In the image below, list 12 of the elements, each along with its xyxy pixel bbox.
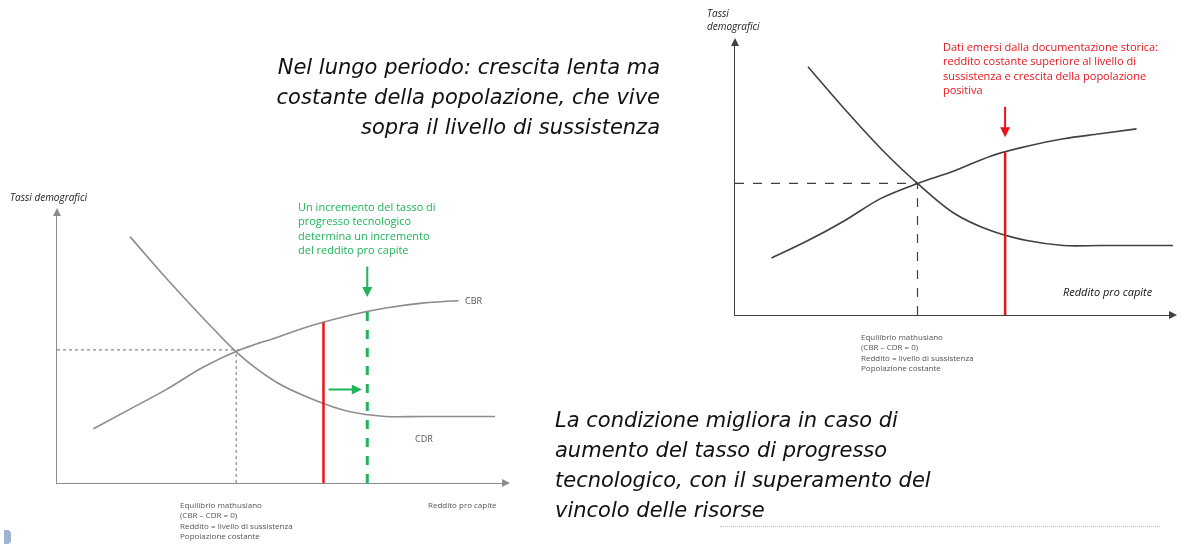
annotation: Dati emersi dalla documentazione storica: reddito costante superiore al livello di sussistenza e crescita della popolazione positiva: [943, 39, 1159, 97]
x-axis-title: Reddito pro capite: [428, 499, 498, 510]
series-label: CDR: [415, 432, 434, 445]
x-axis-title: Reddito pro capite: [1063, 284, 1153, 299]
text: Nel lungo periodo: crescita lenta ma costante della popolazione, che vive sopra il livello di sussistenza: [275, 54, 660, 141]
annotation: Un incremento del tasso di progresso tecnologico determina un incremento del reddito pro capite: [298, 199, 436, 257]
series-label: CBR: [465, 294, 483, 307]
y-axis-title: Tassi demografici: [10, 190, 88, 204]
text: Equilibrio mathusiano (CBR – CDR = 0) Reddito = livello di sussistenza Popolazione costante: [861, 331, 974, 374]
y-axis-title: Tassi demografici: [707, 6, 761, 33]
text: Equilibrio mathusiano (CBR – CDR = 0) Reddito = livello di sussistenza Popolazione costante: [180, 499, 293, 542]
text: La condizione migliora in caso di aumento del tasso di progresso tecnologico, con il superamento del vincolo delle risorse: [555, 407, 932, 524]
